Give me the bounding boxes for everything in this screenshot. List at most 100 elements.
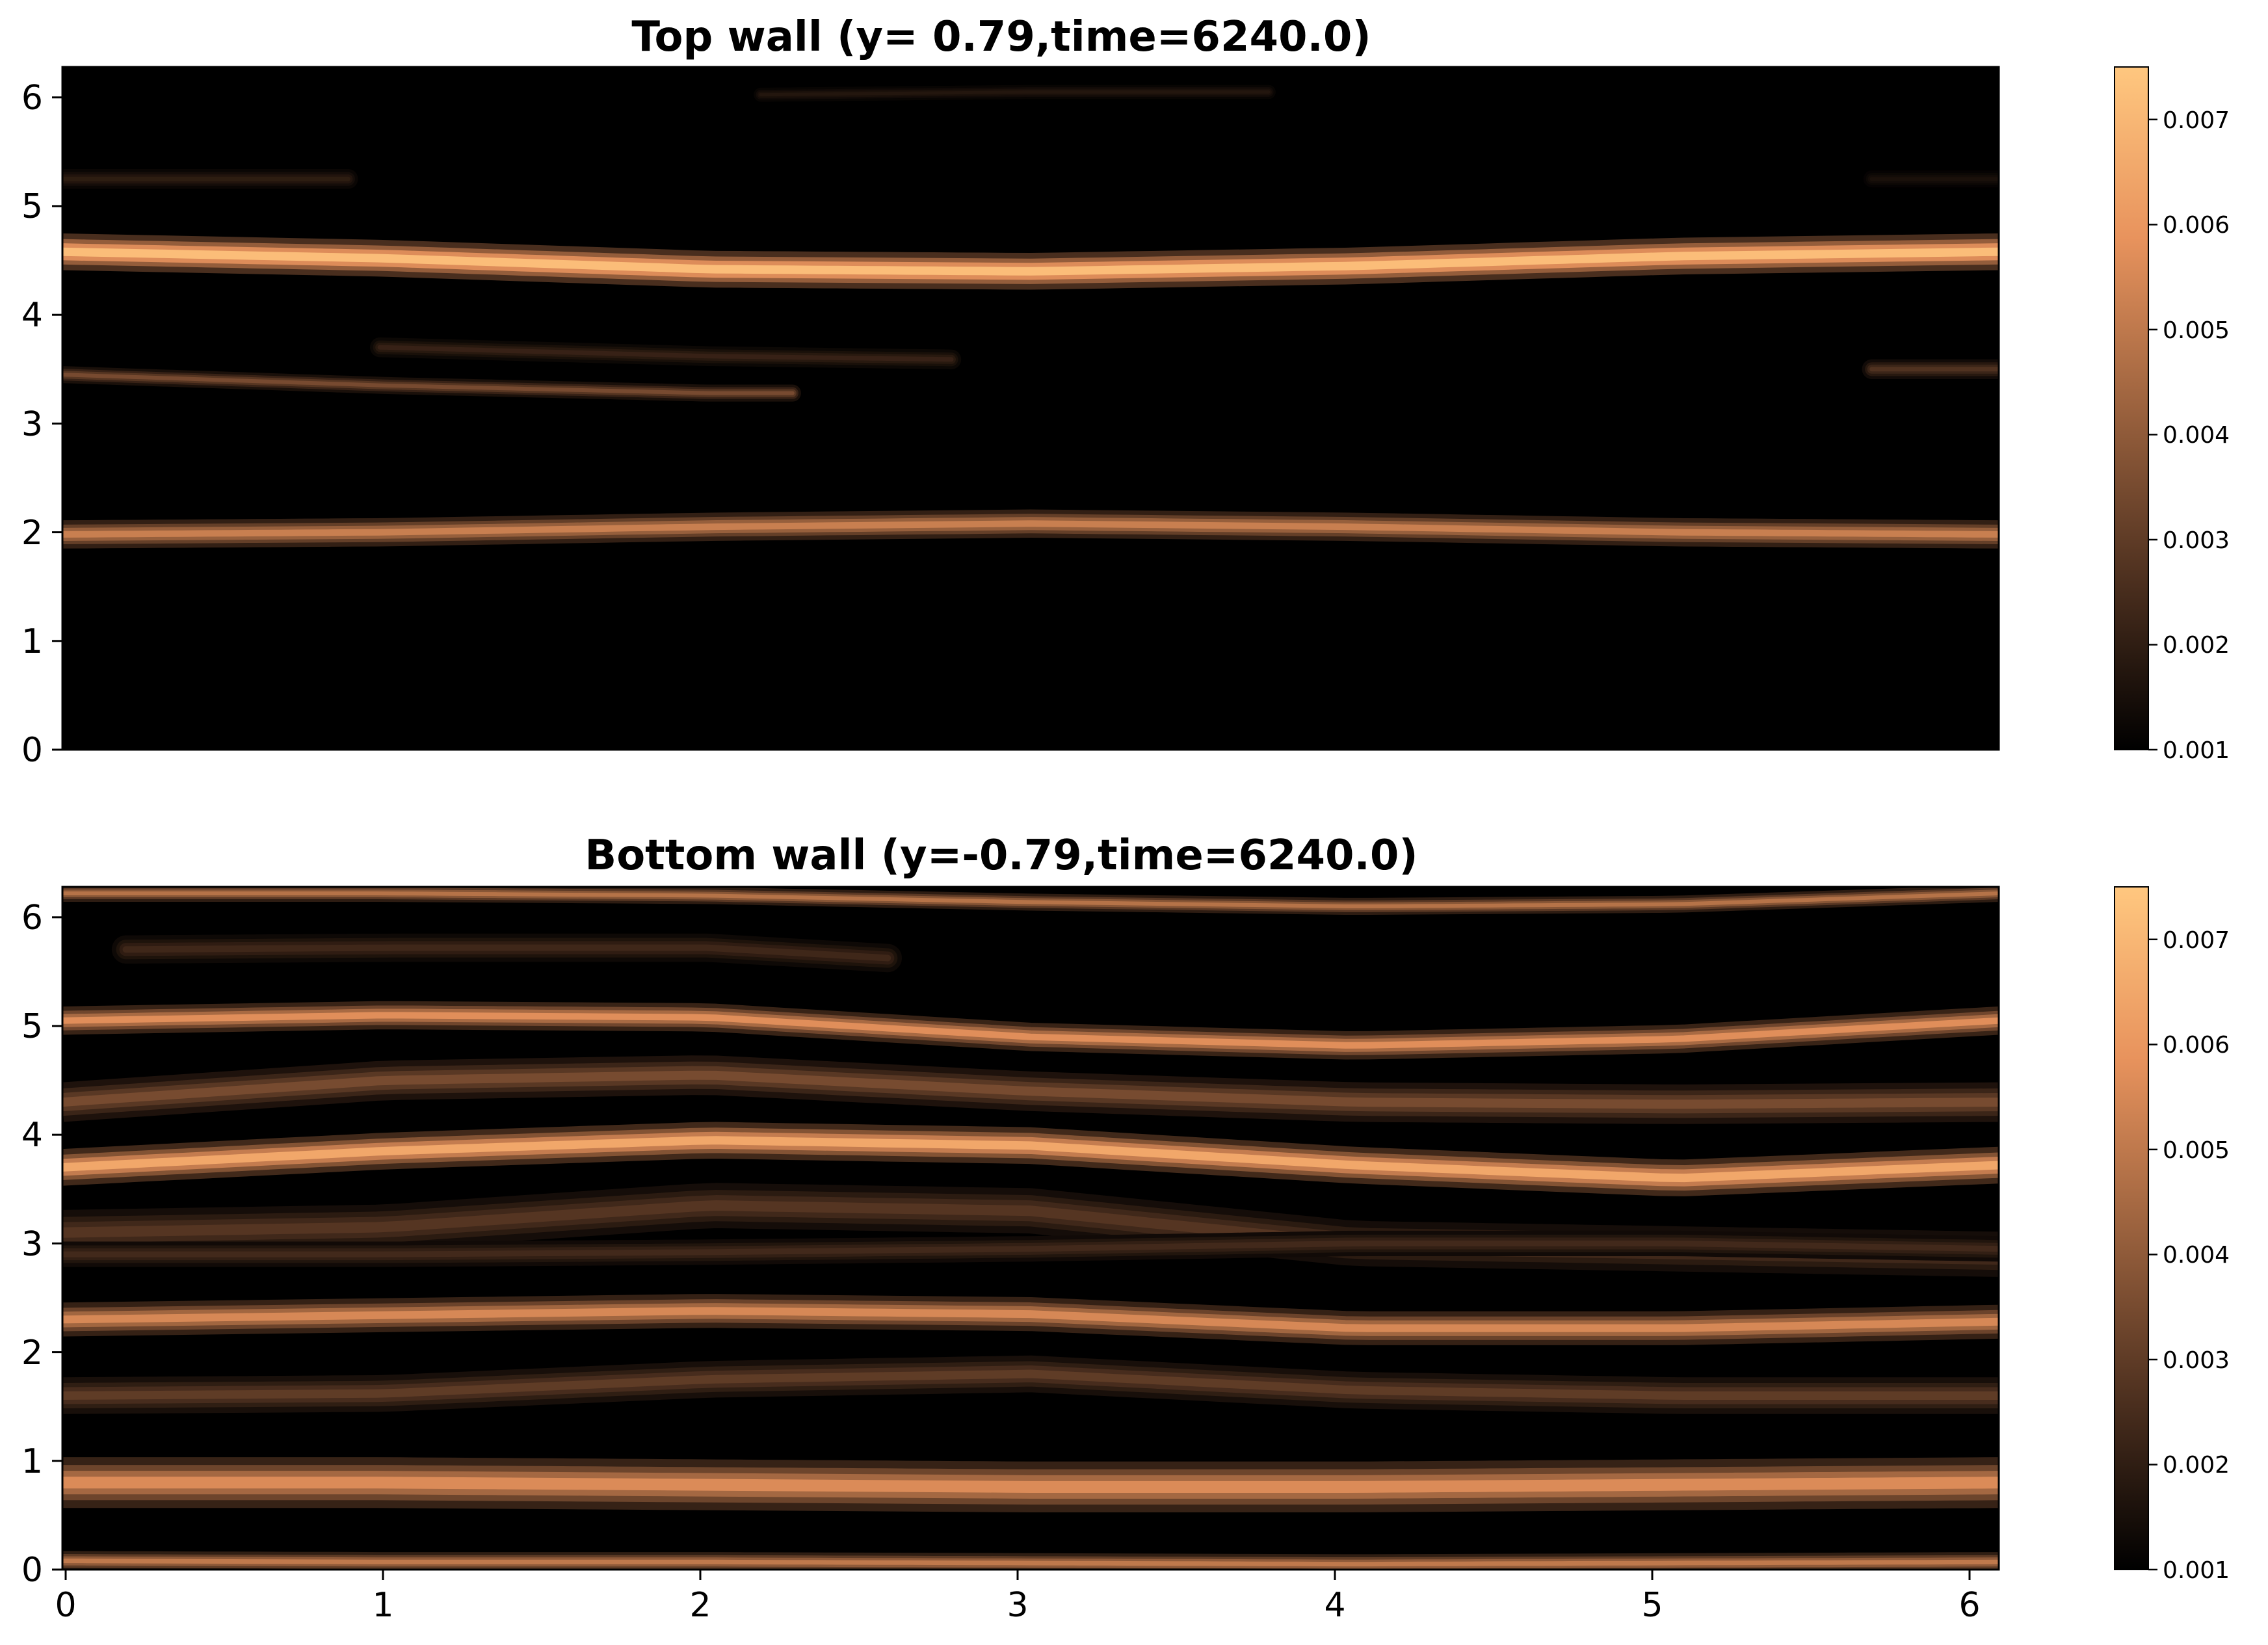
bottom-streak — [62, 1230, 1999, 1267]
top-y-tick: 5 — [21, 187, 62, 226]
bottom-x-tick-label: 0 — [55, 1586, 76, 1625]
bottom-streak — [62, 1001, 1999, 1060]
bottom-streak — [62, 887, 1999, 915]
top-colorbar-tick-label: 0.006 — [2163, 212, 2230, 239]
bottom-x-tick-label: 6 — [1958, 1586, 1980, 1625]
top-colorbar-tick: 0.002 — [2148, 632, 2230, 659]
top-colorbar-tick-label: 0.001 — [2163, 737, 2230, 764]
bottom-y-tick-label: 4 — [21, 1116, 43, 1155]
bottom-x-axis: 0 1 2 3 4 5 6 — [55, 1570, 1981, 1625]
bottom-colorbar-tick: 0.001 — [2148, 1557, 2230, 1584]
bottom-x-tick: 6 — [1958, 1570, 1981, 1625]
bottom-colorbar-tick: 0.003 — [2148, 1347, 2230, 1374]
top-y-tick-label: 1 — [21, 622, 43, 661]
top-y-tick: 6 — [21, 79, 62, 118]
top-axes-frame — [61, 66, 2000, 751]
top-streak-layer — [62, 373, 795, 395]
top-colorbar-tick: 0.007 — [2148, 107, 2230, 134]
top-colorbar-tick: 0.006 — [2148, 212, 2230, 239]
bottom-streak-layer — [122, 944, 891, 962]
top-y-tick: 0 — [21, 731, 62, 770]
top-heatmap-streaks — [62, 85, 1999, 549]
bottom-streak-layer — [62, 891, 1999, 908]
top-y-tick: 2 — [21, 514, 62, 553]
top-heatmap-background — [62, 67, 1999, 750]
bottom-streak — [62, 1122, 1999, 1196]
top-wall-panel: Top wall (y= 0.79,time=6240.0) 0 1 2 3 4… — [21, 13, 2230, 770]
top-y-tick-label: 0 — [21, 731, 43, 770]
top-y-axis: 0 1 2 3 4 5 6 — [21, 79, 62, 770]
bottom-colorbar-tick: 0.007 — [2148, 927, 2230, 954]
bottom-y-tick: 2 — [21, 1334, 62, 1373]
bottom-streak — [62, 1551, 1999, 1570]
bottom-y-tick-label: 0 — [21, 1551, 43, 1590]
bottom-colorbar-tick: 0.004 — [2148, 1242, 2230, 1269]
bottom-y-tick: 6 — [21, 899, 62, 938]
top-colorbar-tick-label: 0.007 — [2163, 107, 2230, 134]
top-colorbar-tick: 0.001 — [2148, 737, 2230, 764]
bottom-streak-layer — [62, 1070, 1999, 1109]
bottom-colorbar-tick-label: 0.001 — [2163, 1557, 2230, 1584]
bottom-wall-panel: Bottom wall (y=-0.79,time=6240.0) 0 1 2 … — [21, 832, 2230, 1625]
top-streak — [62, 509, 1999, 549]
top-colorbar-tick: 0.005 — [2148, 317, 2230, 344]
top-streak — [62, 366, 801, 402]
bottom-x-tick-label: 5 — [1641, 1586, 1663, 1625]
top-y-tick: 3 — [21, 405, 62, 444]
top-y-tick-label: 5 — [21, 187, 43, 226]
bottom-colorbar-tick-label: 0.003 — [2163, 1347, 2230, 1374]
bottom-colorbar-tick-label: 0.007 — [2163, 927, 2230, 954]
bottom-y-tick-label: 6 — [21, 899, 43, 938]
top-streak — [62, 233, 1999, 290]
top-streak — [754, 85, 1276, 102]
top-y-tick-label: 2 — [21, 514, 43, 553]
top-colorbar-tick-label: 0.002 — [2163, 632, 2230, 659]
bottom-streak — [111, 933, 903, 973]
bottom-y-tick: 1 — [21, 1442, 62, 1481]
top-y-tick-label: 3 — [21, 405, 43, 444]
bottom-y-axis: 0 1 2 3 4 5 6 — [21, 899, 62, 1590]
top-streak — [370, 337, 962, 369]
bottom-x-tick: 5 — [1641, 1570, 1663, 1625]
bottom-x-tick: 3 — [1007, 1570, 1029, 1625]
bottom-streak — [62, 1055, 1999, 1124]
top-colorbar-tick-label: 0.004 — [2163, 422, 2230, 449]
bottom-colorbar-tick-label: 0.005 — [2163, 1137, 2230, 1164]
bottom-x-tick-label: 1 — [372, 1586, 393, 1625]
bottom-x-tick: 1 — [372, 1570, 394, 1625]
top-streak-layer — [62, 520, 1999, 538]
bottom-y-tick-label: 3 — [21, 1225, 43, 1264]
bottom-y-tick: 4 — [21, 1116, 62, 1155]
bottom-y-tick: 0 — [21, 1551, 62, 1590]
bottom-streak-layer — [62, 1012, 1999, 1049]
top-y-tick: 1 — [21, 622, 62, 661]
bottom-x-tick-label: 3 — [1007, 1586, 1028, 1625]
bottom-x-tick: 2 — [689, 1570, 711, 1625]
bottom-colorbar: 0.001 0.002 0.003 0.004 0.005 0.006 0.00… — [2114, 886, 2230, 1584]
bottom-x-tick: 0 — [55, 1570, 77, 1625]
bottom-chart-title: Bottom wall (y=-0.79,time=6240.0) — [585, 832, 1418, 880]
top-colorbar-tick: 0.004 — [2148, 422, 2230, 449]
bottom-streak — [62, 1294, 1999, 1345]
bottom-axes-frame — [61, 886, 2000, 1571]
bottom-colorbar-tick-label: 0.006 — [2163, 1032, 2230, 1059]
top-y-tick-label: 4 — [21, 296, 43, 335]
bottom-streak-layer — [62, 1559, 1999, 1567]
bottom-streak-layer — [62, 1369, 1999, 1400]
top-streak-layer — [377, 345, 954, 362]
bottom-streak-layer — [62, 1307, 1999, 1332]
top-colorbar-tick-label: 0.003 — [2163, 527, 2230, 554]
bottom-x-tick: 4 — [1324, 1570, 1346, 1625]
top-colorbar-tick-label: 0.005 — [2163, 317, 2230, 344]
top-y-tick-label: 6 — [21, 79, 43, 118]
bottom-colorbar-tick: 0.005 — [2148, 1137, 2230, 1164]
bottom-y-tick-label: 2 — [21, 1334, 43, 1373]
bottom-colorbar-tick-label: 0.004 — [2163, 1242, 2230, 1269]
top-y-tick: 4 — [21, 296, 62, 335]
bottom-heatmap-streaks — [62, 887, 1999, 1570]
bottom-colorbar-gradient — [2114, 886, 2149, 1570]
bottom-y-tick: 3 — [21, 1225, 62, 1264]
bottom-colorbar-tick: 0.002 — [2148, 1452, 2230, 1479]
bottom-streak — [62, 1457, 1999, 1512]
